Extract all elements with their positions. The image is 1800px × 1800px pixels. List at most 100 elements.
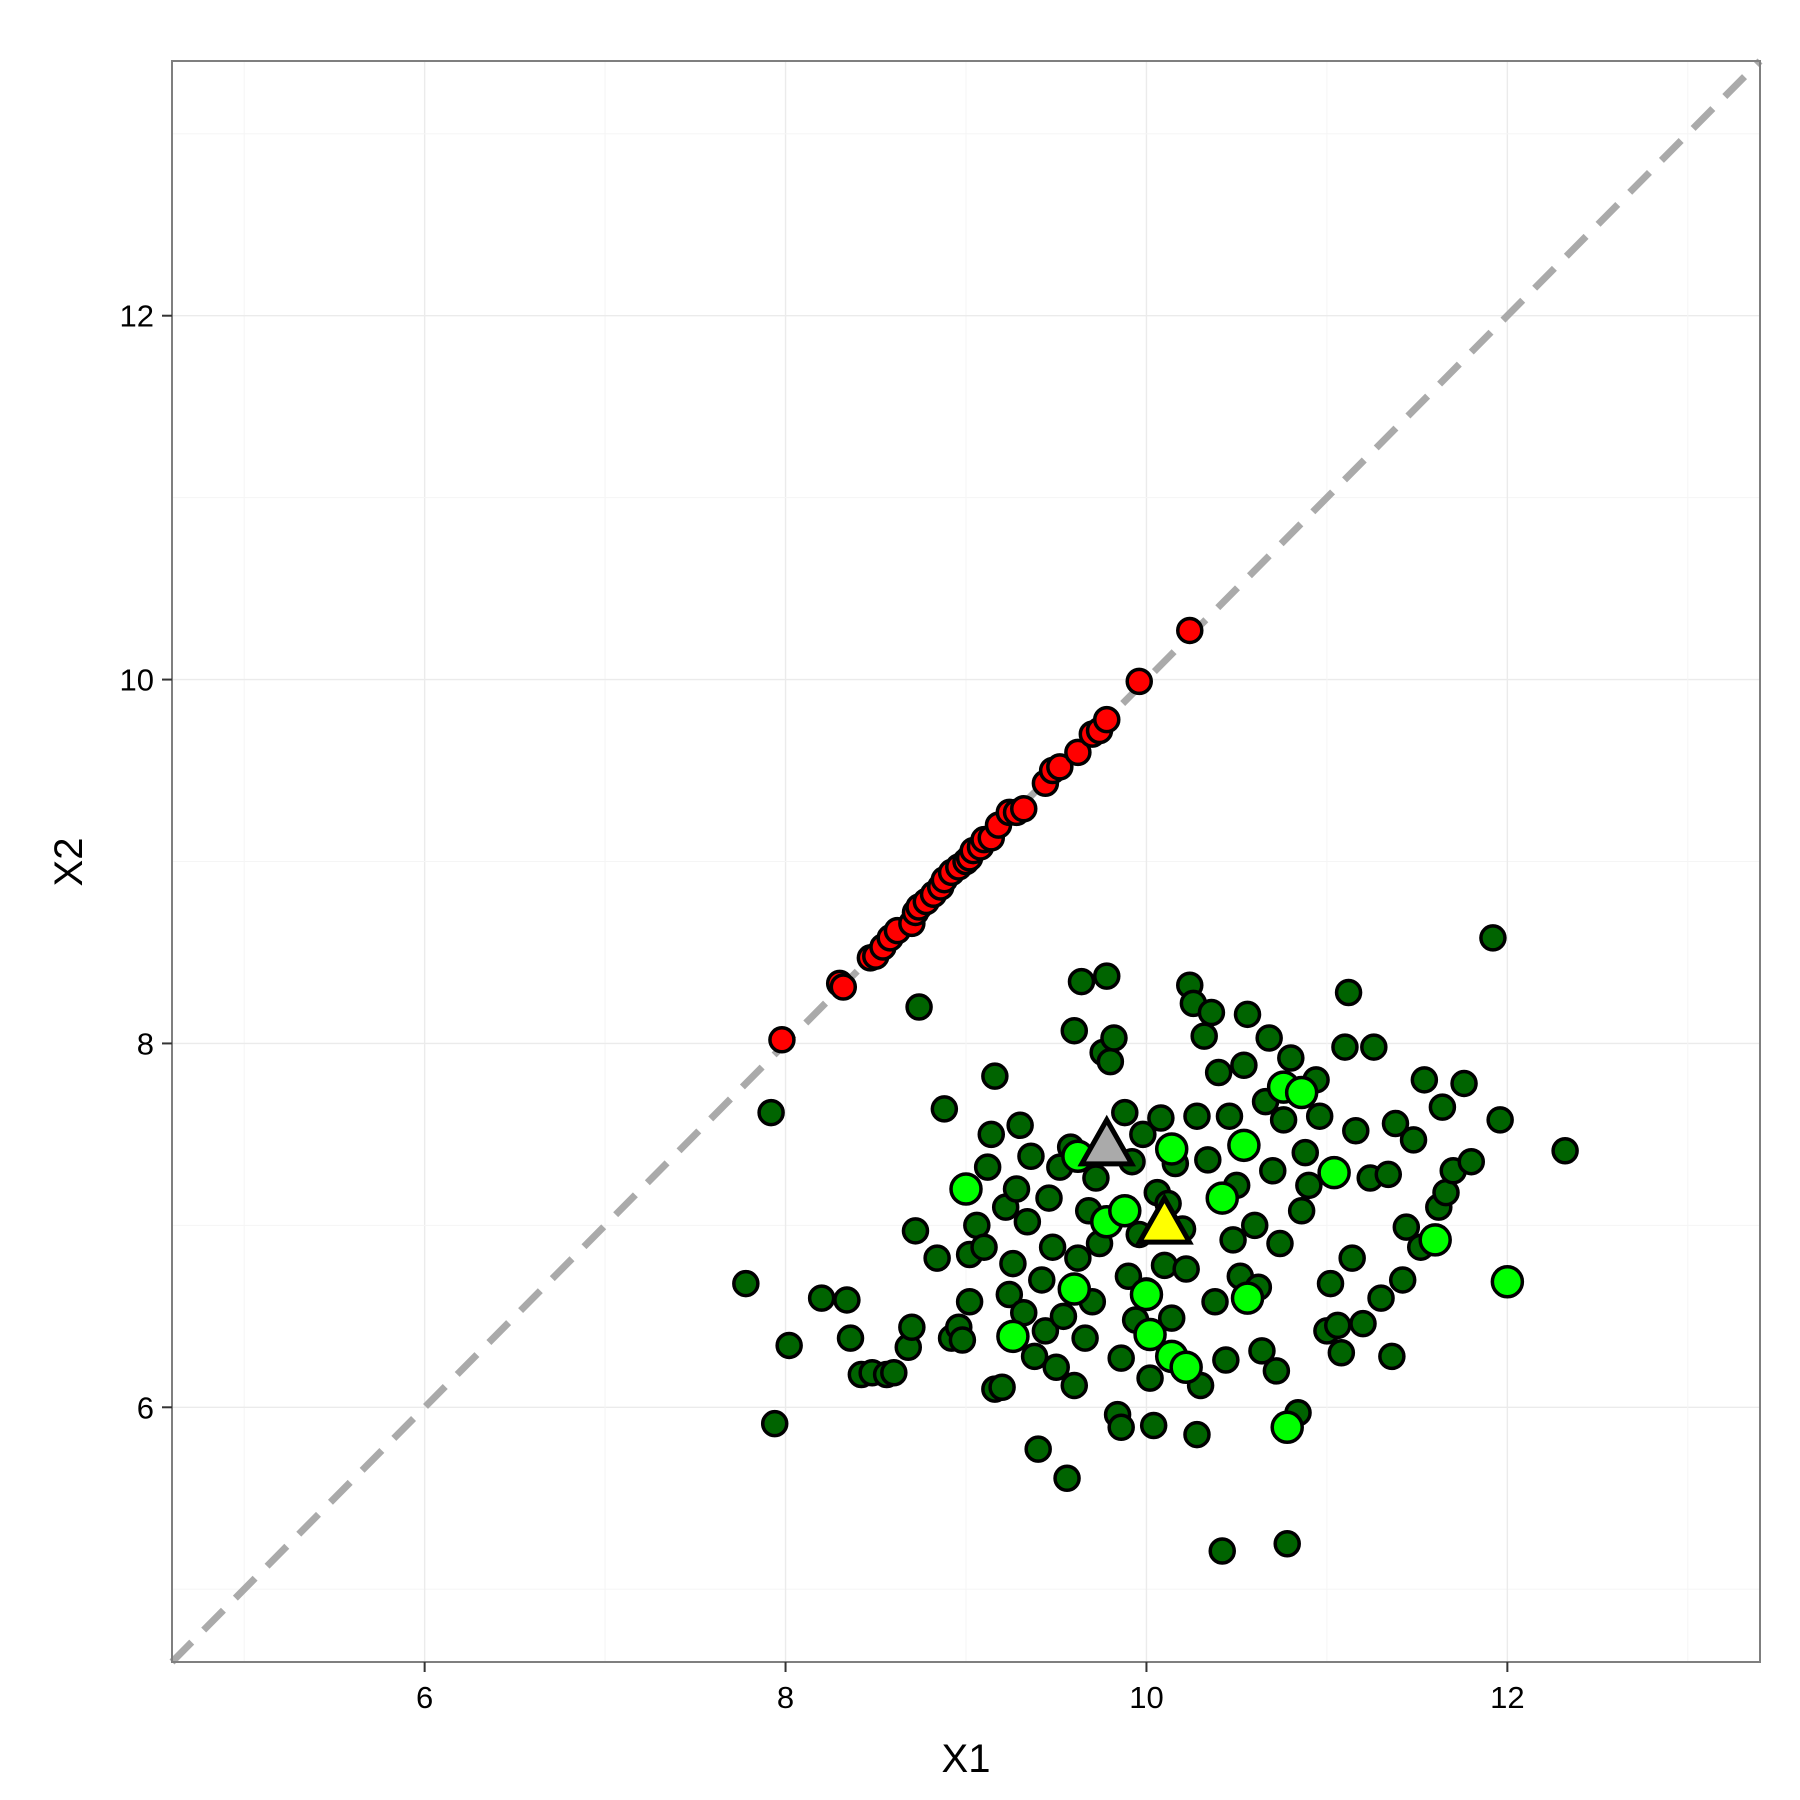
data-point-series-2 xyxy=(1428,1093,1457,1121)
data-point-series-2 xyxy=(1107,1413,1135,1442)
data-point-series-3 xyxy=(949,1172,983,1206)
data-point-series-1 xyxy=(768,1026,796,1054)
data-point-series-2 xyxy=(1100,1024,1128,1052)
data-point-series-3 xyxy=(1418,1223,1452,1257)
data-point-series-3 xyxy=(1205,1181,1239,1215)
data-point-series-2 xyxy=(1266,1229,1294,1258)
y-tick-label: 8 xyxy=(137,1026,154,1061)
data-point-series-2 xyxy=(836,1324,865,1352)
data-point-series-2 xyxy=(1316,1269,1345,1298)
data-point-series-3 xyxy=(1133,1317,1167,1352)
data-point-series-2 xyxy=(1410,1066,1439,1094)
data-point-series-2 xyxy=(1201,1288,1229,1316)
y-tick-label: 10 xyxy=(120,663,154,698)
triangle-marker-2 xyxy=(1135,1193,1194,1245)
data-point-series-2 xyxy=(1204,1058,1233,1087)
data-point-series-2 xyxy=(1367,1284,1395,1312)
data-point-series-2 xyxy=(1053,1464,1081,1492)
data-point-series-2 xyxy=(1551,1137,1579,1165)
data-point-series-1 xyxy=(1009,794,1038,823)
data-point-series-2 xyxy=(1172,1255,1200,1283)
data-point-series-2 xyxy=(833,1286,861,1314)
data-point-series-2 xyxy=(1038,1233,1067,1261)
data-point-series-2 xyxy=(775,1331,803,1360)
data-point-series-2 xyxy=(1136,1364,1164,1392)
data-point-series-2 xyxy=(1024,1435,1052,1463)
data-point-series-2 xyxy=(760,1409,789,1438)
data-point-series-3 xyxy=(1057,1272,1092,1306)
data-point-series-2 xyxy=(981,1062,1009,1090)
data-point-series-3 xyxy=(1270,1410,1304,1445)
data-point-series-2 xyxy=(995,1280,1024,1309)
y-axis-title: X2 xyxy=(47,838,91,887)
data-point-series-2 xyxy=(948,1326,977,1354)
data-point-series-3 xyxy=(1129,1277,1164,1312)
data-point-series-3 xyxy=(1230,1281,1265,1315)
data-point-series-2 xyxy=(1208,1537,1236,1565)
data-point-series-2 xyxy=(1002,1175,1031,1203)
data-point-series-2 xyxy=(1327,1338,1356,1367)
data-point-series-1 xyxy=(1125,667,1153,696)
data-point-series-2 xyxy=(970,1233,998,1261)
triangle-marker-1 xyxy=(1077,1114,1137,1167)
data-point-series-2 xyxy=(1183,1420,1211,1449)
data-point-series-2 xyxy=(1388,1266,1417,1294)
data-point-series-2 xyxy=(1060,1371,1089,1400)
axis-layer: 6 8 10 12 6 8 10 12 xyxy=(120,299,1525,1715)
data-point-series-2 xyxy=(977,1120,1006,1149)
data-point-series-2 xyxy=(1147,1104,1175,1132)
data-point-series-2 xyxy=(1381,1109,1410,1138)
data-point-series-2 xyxy=(1392,1213,1421,1241)
data-point-series-2 xyxy=(1096,1047,1125,1076)
data-point-series-2 xyxy=(1107,1344,1135,1372)
data-point-series-2 xyxy=(923,1244,951,1272)
data-point-series-3 xyxy=(996,1319,1030,1354)
x-tick-label: 12 xyxy=(1490,1680,1524,1715)
data-point-series-1 xyxy=(1176,616,1204,645)
data-point-series-2 xyxy=(1255,1024,1283,1052)
data-point-series-2 xyxy=(1233,1000,1262,1029)
data-point-series-2 xyxy=(1295,1171,1323,1200)
data-point-series-2 xyxy=(1291,1138,1320,1167)
data-point-series-2 xyxy=(1457,1147,1486,1176)
data-point-series-2 xyxy=(1219,1226,1247,1254)
points-layer xyxy=(732,616,1579,1565)
data-point-series-2 xyxy=(1287,1197,1316,1225)
data-point-series-2 xyxy=(1190,1022,1218,1050)
data-point-series-2 xyxy=(1374,1160,1403,1189)
data-point-series-2 xyxy=(1006,1111,1034,1140)
x-tick-label: 10 xyxy=(1129,1680,1163,1715)
x-tick-label: 6 xyxy=(416,1680,433,1715)
data-point-series-2 xyxy=(1064,1244,1092,1272)
data-point-series-2 xyxy=(901,1217,930,1245)
data-point-series-2 xyxy=(1212,1346,1240,1374)
data-point-series-2 xyxy=(1399,1126,1428,1154)
data-point-series-2 xyxy=(999,1249,1027,1278)
data-point-series-2 xyxy=(930,1095,959,1123)
data-point-series-2 xyxy=(973,1153,1002,1181)
y-tick-label: 12 xyxy=(120,299,154,334)
data-point-series-2 xyxy=(1060,1016,1089,1045)
data-point-series-3 xyxy=(1490,1265,1525,1299)
data-point-series-2 xyxy=(1017,1142,1045,1170)
data-point-series-2 xyxy=(1114,1262,1143,1291)
data-point-series-2 xyxy=(988,1373,1016,1402)
data-point-series-1 xyxy=(1046,753,1074,781)
data-point-series-2 xyxy=(1338,1244,1366,1272)
data-point-series-2 xyxy=(1323,1311,1352,1340)
data-point-series-2 xyxy=(880,1358,908,1387)
data-point-series-2 xyxy=(1334,978,1363,1007)
data-point-series-2 xyxy=(1129,1120,1157,1149)
data-point-series-3 xyxy=(1317,1155,1351,1190)
data-point-series-2 xyxy=(1215,1102,1244,1130)
data-point-series-2 xyxy=(1269,1106,1298,1134)
data-point-series-2 xyxy=(1071,1324,1099,1352)
data-point-series-2 xyxy=(1360,1033,1388,1061)
data-point-series-2 xyxy=(1349,1309,1377,1338)
data-point-series-2 xyxy=(1197,998,1226,1027)
data-point-series-2 xyxy=(1035,1184,1063,1212)
data-point-series-2 xyxy=(1111,1098,1139,1127)
data-point-series-3 xyxy=(1169,1350,1203,1385)
data-point-series-2 xyxy=(1230,1051,1258,1080)
